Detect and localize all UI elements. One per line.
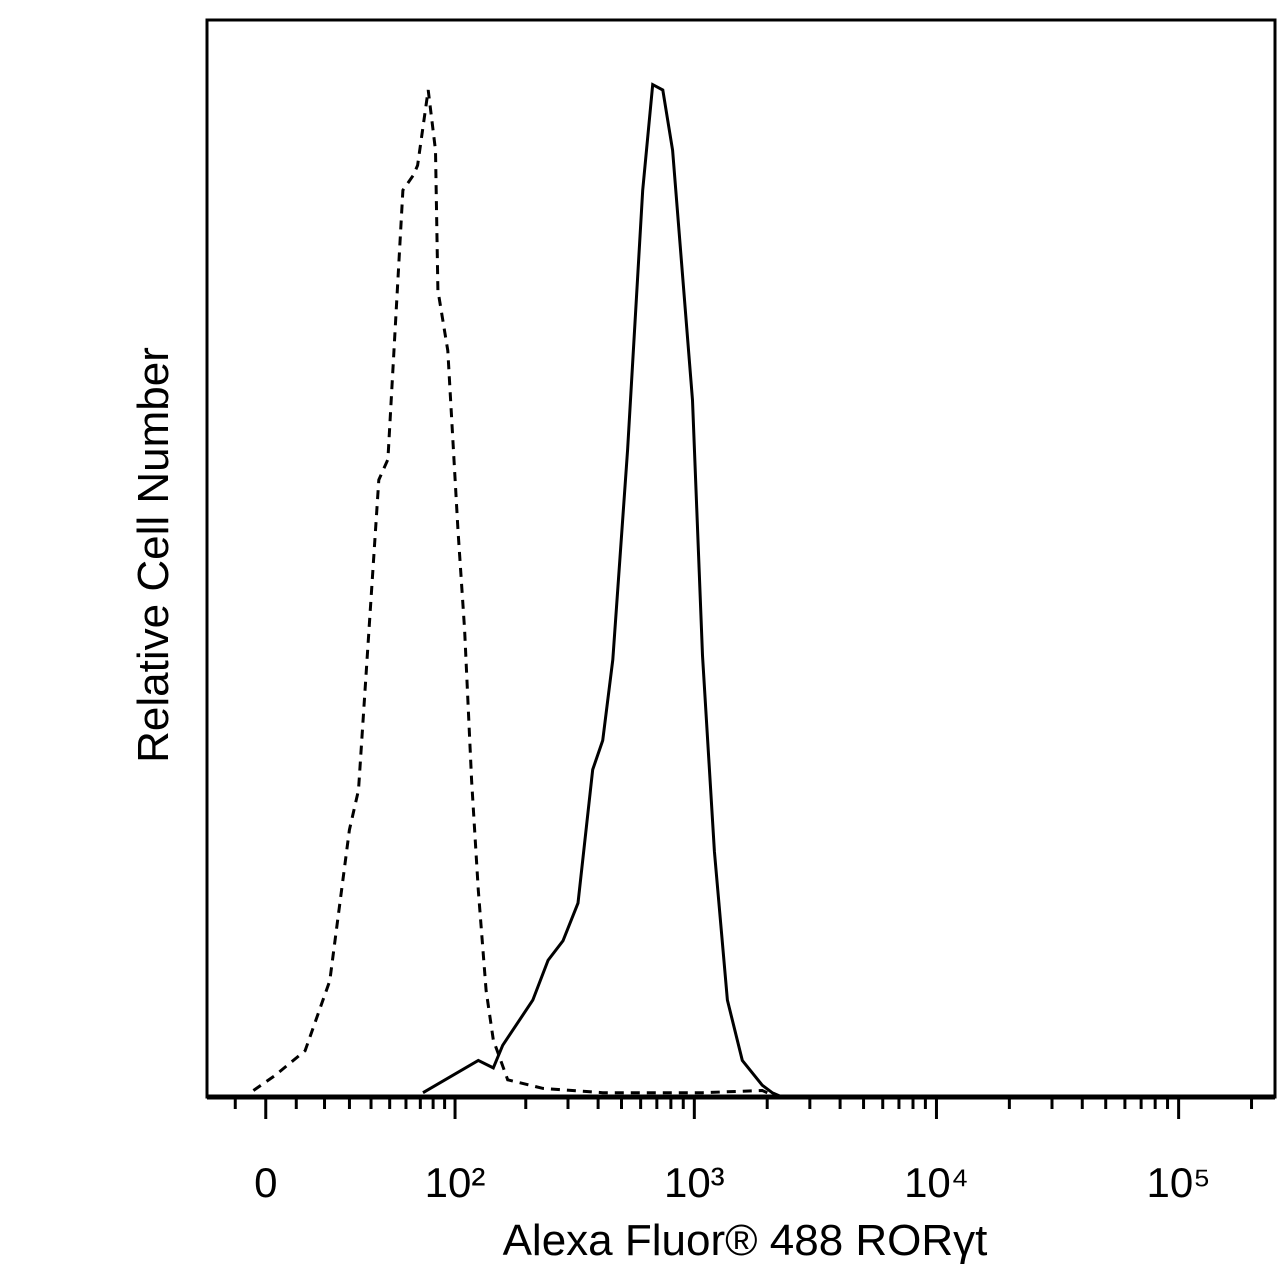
x-tick-label: 10⁴ xyxy=(904,1159,969,1206)
x-axis-label: Alexa Fluor® 488 RORγt xyxy=(503,1216,988,1265)
x-tick-label: 10⁵ xyxy=(1147,1159,1211,1206)
y-axis-label: Relative Cell Number xyxy=(129,347,178,763)
x-tick-label: 0 xyxy=(254,1159,277,1206)
x-tick-label: 10³ xyxy=(664,1159,725,1206)
x-tick-label: 10² xyxy=(425,1159,486,1206)
histogram-line xyxy=(422,82,783,1099)
plot-frame xyxy=(205,18,1277,1099)
histogram-line xyxy=(252,89,778,1099)
